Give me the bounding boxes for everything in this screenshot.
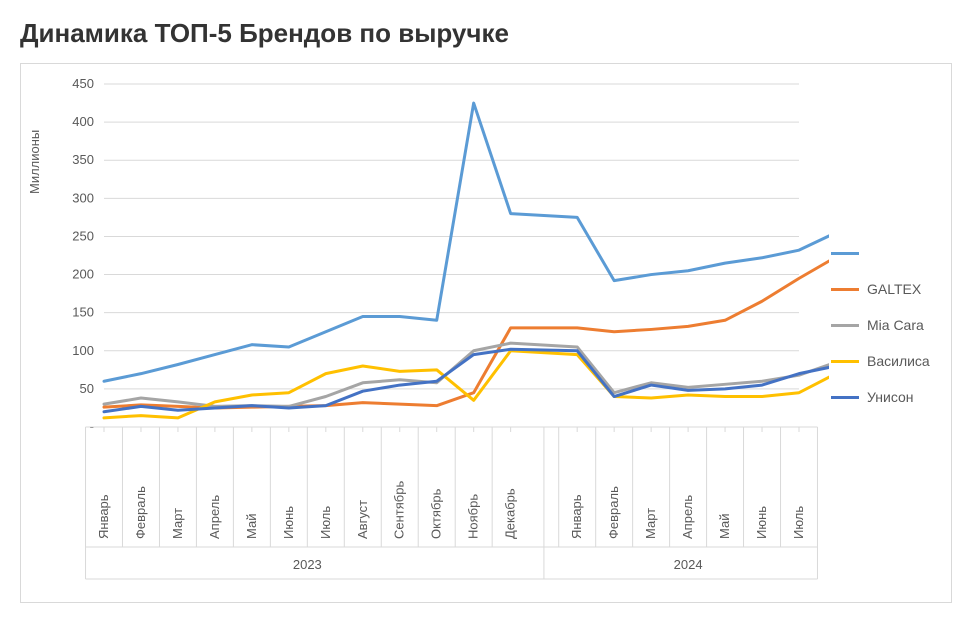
svg-text:400: 400 [72, 114, 94, 129]
x-category-label: Июнь [754, 506, 769, 539]
series-line [104, 103, 829, 381]
x-category-label: Ноябрь [466, 494, 481, 539]
legend-swatch [831, 360, 859, 363]
svg-text:250: 250 [72, 228, 94, 243]
svg-text:150: 150 [72, 305, 94, 320]
legend-item [831, 244, 941, 262]
x-category-label: Июнь [281, 506, 296, 539]
x-category-label: Январь [569, 494, 584, 539]
page-title: Динамика ТОП-5 Брендов по выручке [20, 18, 952, 49]
x-category-label: Январь [96, 494, 111, 539]
x-year-label: 2023 [293, 557, 322, 572]
legend-label: GALTEX [867, 281, 921, 297]
x-category-label: Февраль [133, 486, 148, 539]
x-category-label: Апрель [207, 495, 222, 539]
legend-item: Василиса [831, 352, 941, 370]
x-category-label: Апрель [680, 495, 695, 539]
legend-label: Унисон [867, 389, 914, 405]
x-category-label: Май [717, 514, 732, 539]
legend-item: Унисон [831, 388, 941, 406]
x-category-label: Март [170, 508, 185, 539]
x-category-label: Февраль [606, 486, 621, 539]
x-category-label: Август [355, 500, 370, 539]
chart-container: Миллионы -50100150200250300350400450Янва… [20, 63, 952, 603]
x-category-label: Июль [791, 506, 806, 539]
legend-label: Василиса [867, 353, 930, 369]
x-category-label: Сентябрь [392, 481, 407, 539]
x-category-label: Июль [318, 506, 333, 539]
legend-swatch [831, 324, 859, 327]
svg-text:100: 100 [72, 343, 94, 358]
svg-text:200: 200 [72, 267, 94, 282]
y-axis-title: Миллионы [27, 130, 42, 194]
legend-swatch [831, 288, 859, 291]
legend-label: Mia Cara [867, 317, 924, 333]
legend-swatch [831, 252, 859, 255]
series-line [104, 168, 829, 408]
legend-swatch [831, 396, 859, 399]
line-chart: -50100150200250300350400450ЯнварьФевраль… [29, 72, 829, 592]
x-category-label: Октябрь [429, 488, 444, 539]
x-category-label: Май [244, 514, 259, 539]
svg-text:300: 300 [72, 190, 94, 205]
legend: GALTEX Mia Cara Василиса Унисон [831, 244, 941, 424]
legend-item: GALTEX [831, 280, 941, 298]
svg-text:50: 50 [80, 381, 94, 396]
x-category-label: Март [643, 508, 658, 539]
x-category-label: Декабрь [503, 488, 518, 539]
svg-text:450: 450 [72, 76, 94, 91]
x-year-label: 2024 [674, 557, 703, 572]
legend-item: Mia Cara [831, 316, 941, 334]
svg-text:350: 350 [72, 152, 94, 167]
